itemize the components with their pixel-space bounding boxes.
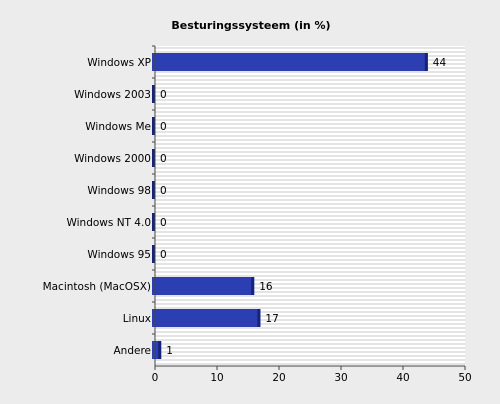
category-label: Macintosh (MacOSX): [43, 281, 151, 293]
category-label: Windows 2000: [74, 153, 151, 165]
bar: [152, 341, 162, 359]
x-tick-label: 20: [272, 372, 285, 384]
x-tick-label: 30: [334, 372, 347, 384]
value-label: 0: [160, 217, 167, 229]
bar-edge: [152, 213, 155, 231]
bar: [152, 53, 428, 71]
x-tick-label: 10: [210, 372, 223, 384]
value-label: 0: [160, 121, 167, 133]
category-label: Windows Me: [85, 121, 151, 133]
x-tick-label: 0: [152, 372, 159, 384]
bar-edge: [424, 53, 428, 71]
x-tick-label: 40: [396, 372, 409, 384]
value-label: 1: [166, 345, 173, 357]
category-label: Windows 98: [87, 185, 151, 197]
value-label: 16: [259, 281, 273, 293]
category-label: Andere: [113, 345, 151, 357]
axis-ticks: 0 10 20 30 40 50: [152, 366, 472, 384]
value-label: 17: [265, 313, 278, 325]
category-label: Windows NT 4.0: [66, 217, 151, 229]
chart-title: Besturingssysteem (in %): [171, 19, 330, 32]
value-label: 0: [160, 249, 167, 261]
x-tick-label: 50: [458, 372, 471, 384]
bar-edge: [251, 277, 255, 295]
category-label: Windows 95: [87, 249, 151, 261]
category-label: Linux: [123, 313, 151, 325]
bar-edge: [152, 181, 155, 199]
bar: [152, 277, 255, 295]
value-label: 0: [160, 185, 167, 197]
value-label: 0: [160, 153, 167, 165]
bar-edge: [152, 245, 155, 263]
category-label: Windows 2003: [74, 89, 151, 101]
category-label: Windows XP: [87, 57, 151, 69]
bar-edge: [158, 341, 162, 359]
bar: [152, 309, 261, 327]
bar-edge: [152, 85, 155, 103]
bar-edge: [257, 309, 261, 327]
bars: Windows XP 44 Windows 2003 0 Windows Me 0 Wind…: [43, 45, 447, 359]
bar-edge: [152, 117, 155, 135]
bar-edge: [152, 149, 155, 167]
value-label: 44: [433, 57, 447, 69]
value-label: 0: [160, 89, 167, 101]
